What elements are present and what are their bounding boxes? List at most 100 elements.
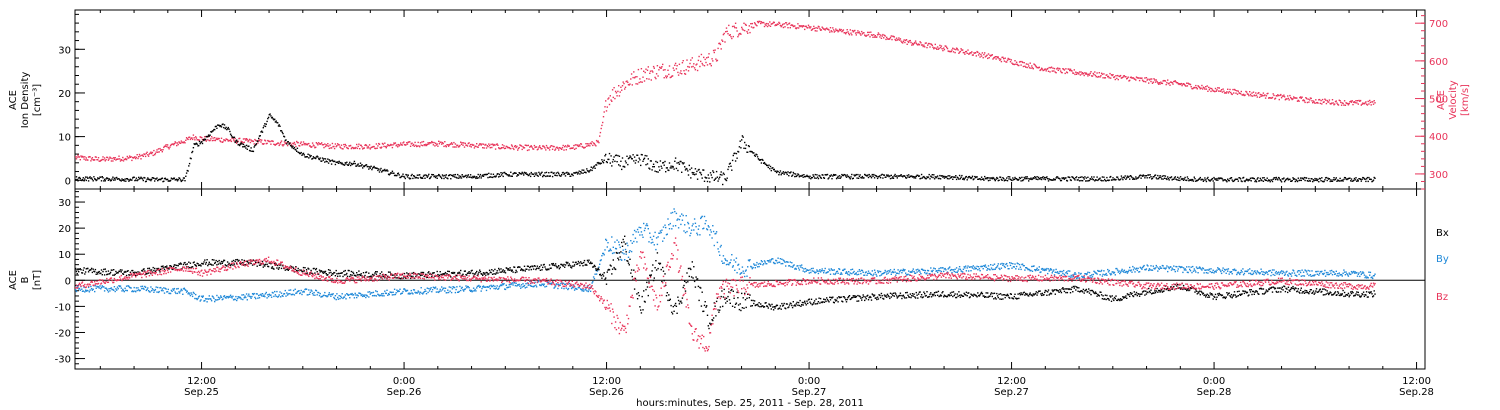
data-point [706,57,708,59]
data-point [582,288,584,291]
data-point [1347,104,1350,106]
data-point [1145,175,1148,177]
data-point [114,290,116,293]
data-point [762,159,764,161]
data-point [1323,101,1325,103]
data-point [838,268,841,271]
data-point [299,145,301,147]
data-point [914,176,916,178]
data-point [687,65,689,68]
data-point [630,78,632,80]
data-point [367,165,369,168]
data-point [792,25,794,28]
data-point [1050,269,1053,271]
data-point [1256,178,1258,180]
data-point [542,284,545,287]
data-point [757,158,760,160]
data-point [509,147,511,150]
data-point [823,272,825,274]
data-point [581,145,583,148]
data-point [542,283,544,285]
data-point [163,145,166,148]
data-point [761,158,763,161]
data-point [392,291,394,293]
data-point [164,287,166,290]
data-point [1315,102,1318,104]
data-point [1061,270,1063,273]
data-point [388,293,390,296]
data-point [307,153,309,155]
data-point [696,170,698,173]
data-point [993,268,995,271]
data-point [930,175,932,177]
data-point [1075,73,1078,75]
data-point [1293,97,1296,99]
data-point [771,167,773,169]
data-point [1192,178,1194,181]
data-point [269,294,271,296]
data-point [1009,61,1012,63]
data-point [239,144,241,147]
data-point [422,177,424,179]
data-point [389,173,391,175]
data-point [1156,80,1158,83]
data-point [475,177,477,180]
data-point [438,143,441,145]
data-point [336,161,338,163]
data-point [1299,96,1302,98]
data-point [732,154,734,157]
data-point [387,143,389,146]
data-point [1339,177,1341,180]
data-point [151,288,154,290]
data-point [744,147,747,150]
data-point [971,175,974,177]
data-point [547,175,549,177]
data-point [1329,180,1331,183]
data-point [568,282,570,285]
data-point [526,173,529,176]
data-point [283,144,285,146]
data-point [449,290,451,292]
data-point [280,130,283,132]
data-point [239,297,242,299]
data-point [248,145,250,147]
data-point [207,139,209,141]
data-point [1034,64,1036,66]
data-point [665,75,667,77]
data-point [1287,95,1289,97]
data-point [304,156,306,158]
data-point [89,176,91,178]
data-point [1183,83,1186,86]
data-point [150,151,152,153]
data-point [625,80,627,83]
data-point [248,295,251,297]
data-point [416,292,419,294]
data-point [409,145,412,147]
data-point [1024,65,1026,67]
data-point [308,154,311,156]
data-point [804,271,806,273]
data-point [573,289,576,291]
data-point [419,293,421,295]
data-point [983,179,985,181]
data-point [795,175,797,178]
data-point [343,146,346,148]
data-point [782,171,785,173]
data-point [1055,72,1057,74]
data-point [1250,95,1252,97]
data-point [298,290,300,292]
data-point [1362,176,1364,179]
data-point [218,298,220,300]
data-point [883,37,885,39]
data-point [406,174,408,176]
data-point [752,266,754,269]
data-point [832,175,834,177]
data-point [144,286,147,288]
data-point [336,293,338,295]
data-point [803,25,805,27]
data-point [138,156,140,158]
data-point [936,46,939,48]
data-point [90,288,93,290]
data-point [1037,269,1040,271]
data-point [1012,266,1015,268]
